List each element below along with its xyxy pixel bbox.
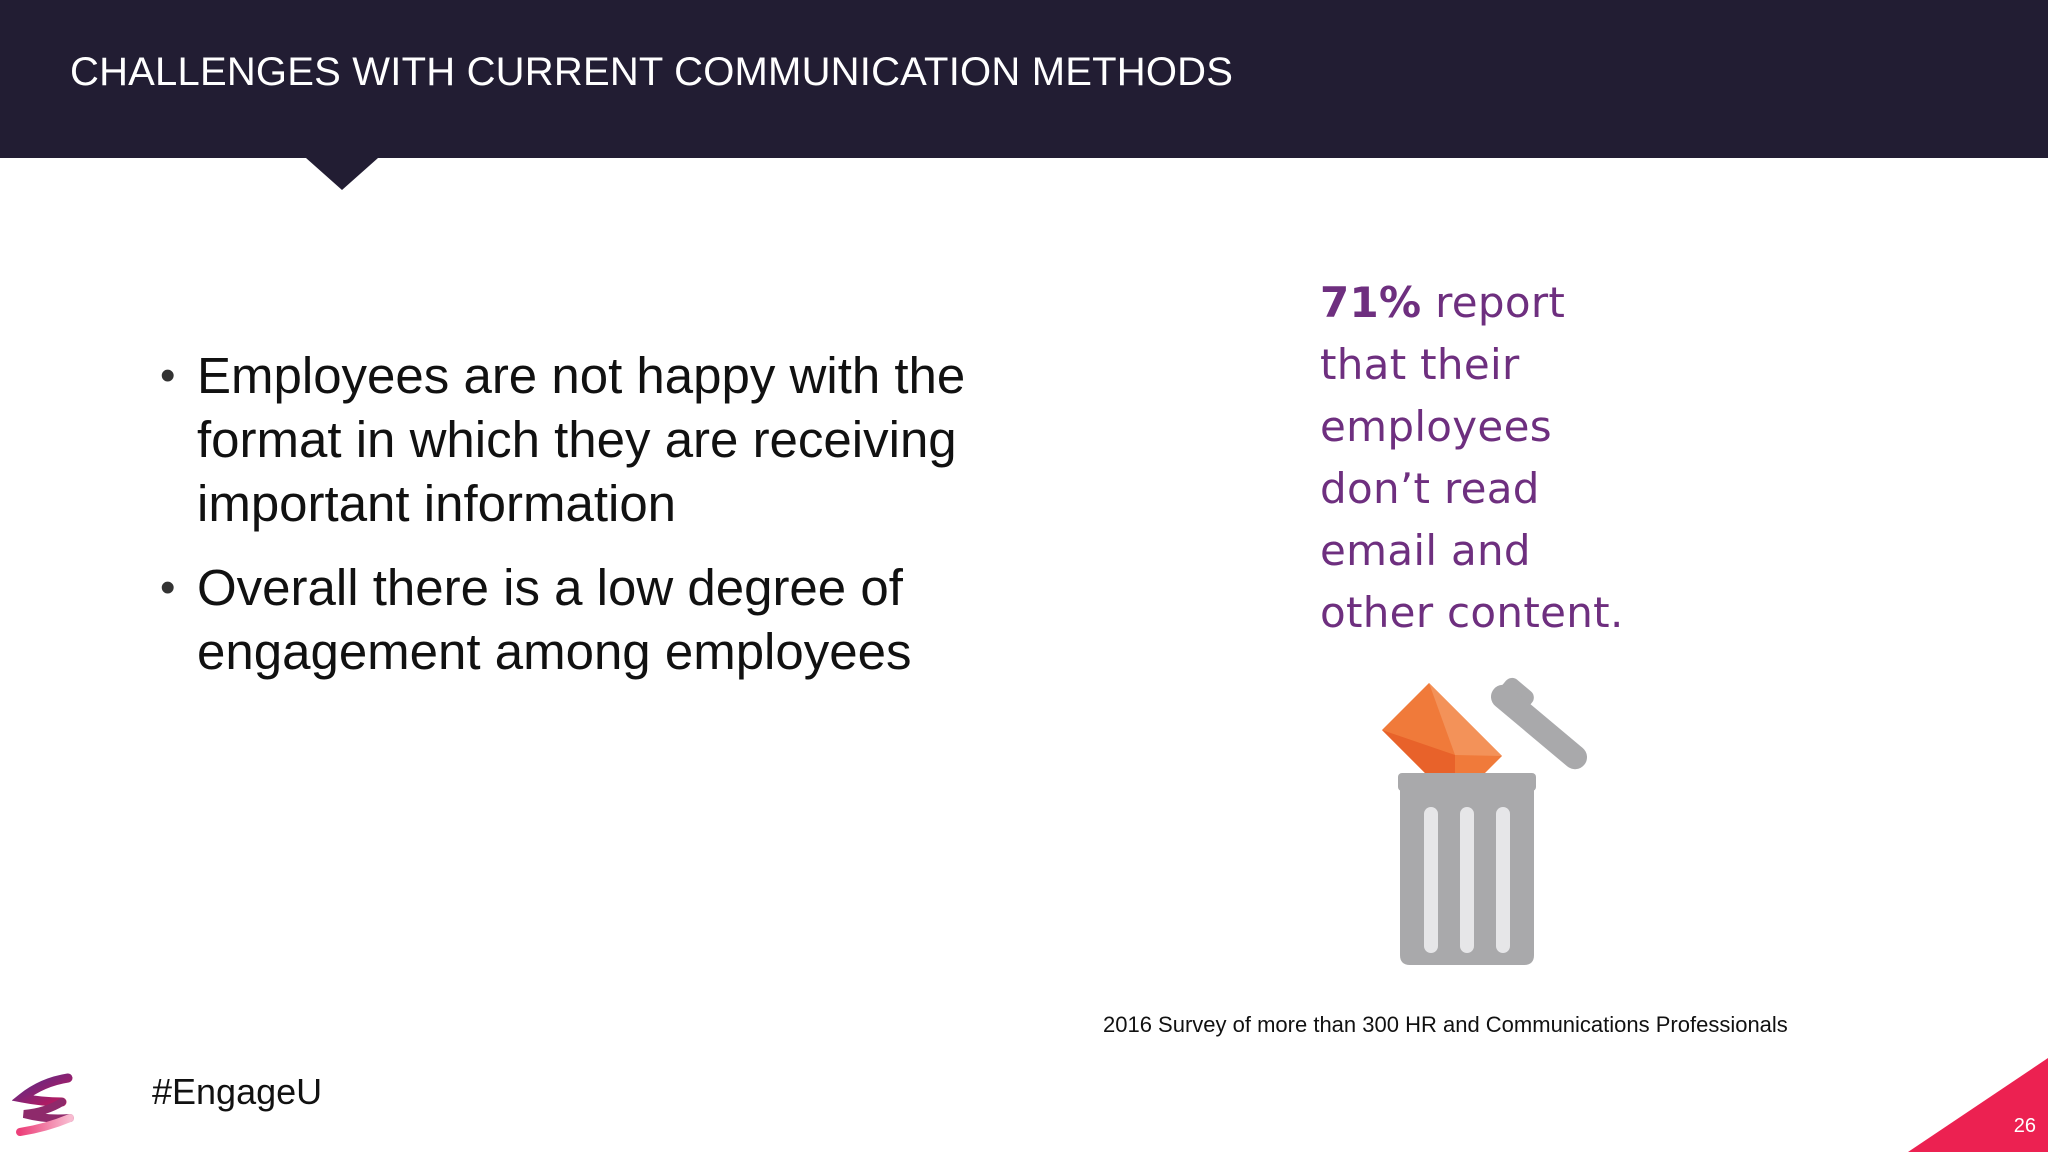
hashtag: #EngageU xyxy=(152,1071,323,1112)
engageu-logo-icon xyxy=(12,1073,74,1136)
stat-line: don’t read xyxy=(1320,464,1540,513)
page-number: 26 xyxy=(2013,1115,2036,1137)
bullet-dot-icon: • xyxy=(160,563,176,612)
stat-line-text: report xyxy=(1435,278,1566,327)
survey-infographic: 71% report that their employees don’t re… xyxy=(1250,250,1670,980)
stat-line: that their xyxy=(1320,340,1520,389)
corner-accent xyxy=(1908,1058,2048,1152)
slide-title: CHALLENGES WITH CURRENT COMMUNICATION ME… xyxy=(70,50,1234,94)
source-note: 2016 Survey of more than 300 HR and Comm… xyxy=(1103,1012,1788,1037)
trash-can-with-envelope-icon xyxy=(1382,677,1588,965)
bullet-list: • Employees are not happy with the forma… xyxy=(160,344,1080,704)
bullet-item: • Overall there is a low degree of engag… xyxy=(160,556,1080,684)
stat-text: 71% report that their employees don’t re… xyxy=(1320,272,1660,644)
header-notch xyxy=(306,158,378,190)
bullet-item: • Employees are not happy with the forma… xyxy=(160,344,1080,536)
stat-number: 71% xyxy=(1320,278,1422,327)
stat-line: email and xyxy=(1320,526,1531,575)
trash-lid xyxy=(1490,677,1588,770)
trash-bin xyxy=(1398,773,1536,965)
header-bar: CHALLENGES WITH CURRENT COMMUNICATION ME… xyxy=(0,0,2048,158)
stat-line: 71% report xyxy=(1320,272,1660,334)
bullet-dot-icon: • xyxy=(160,351,176,400)
stat-line: employees xyxy=(1320,402,1552,451)
bullet-text: Overall there is a low degree of engagem… xyxy=(197,559,912,680)
stat-line: other content. xyxy=(1320,588,1624,637)
bullet-text: Employees are not happy with the format … xyxy=(197,347,966,532)
